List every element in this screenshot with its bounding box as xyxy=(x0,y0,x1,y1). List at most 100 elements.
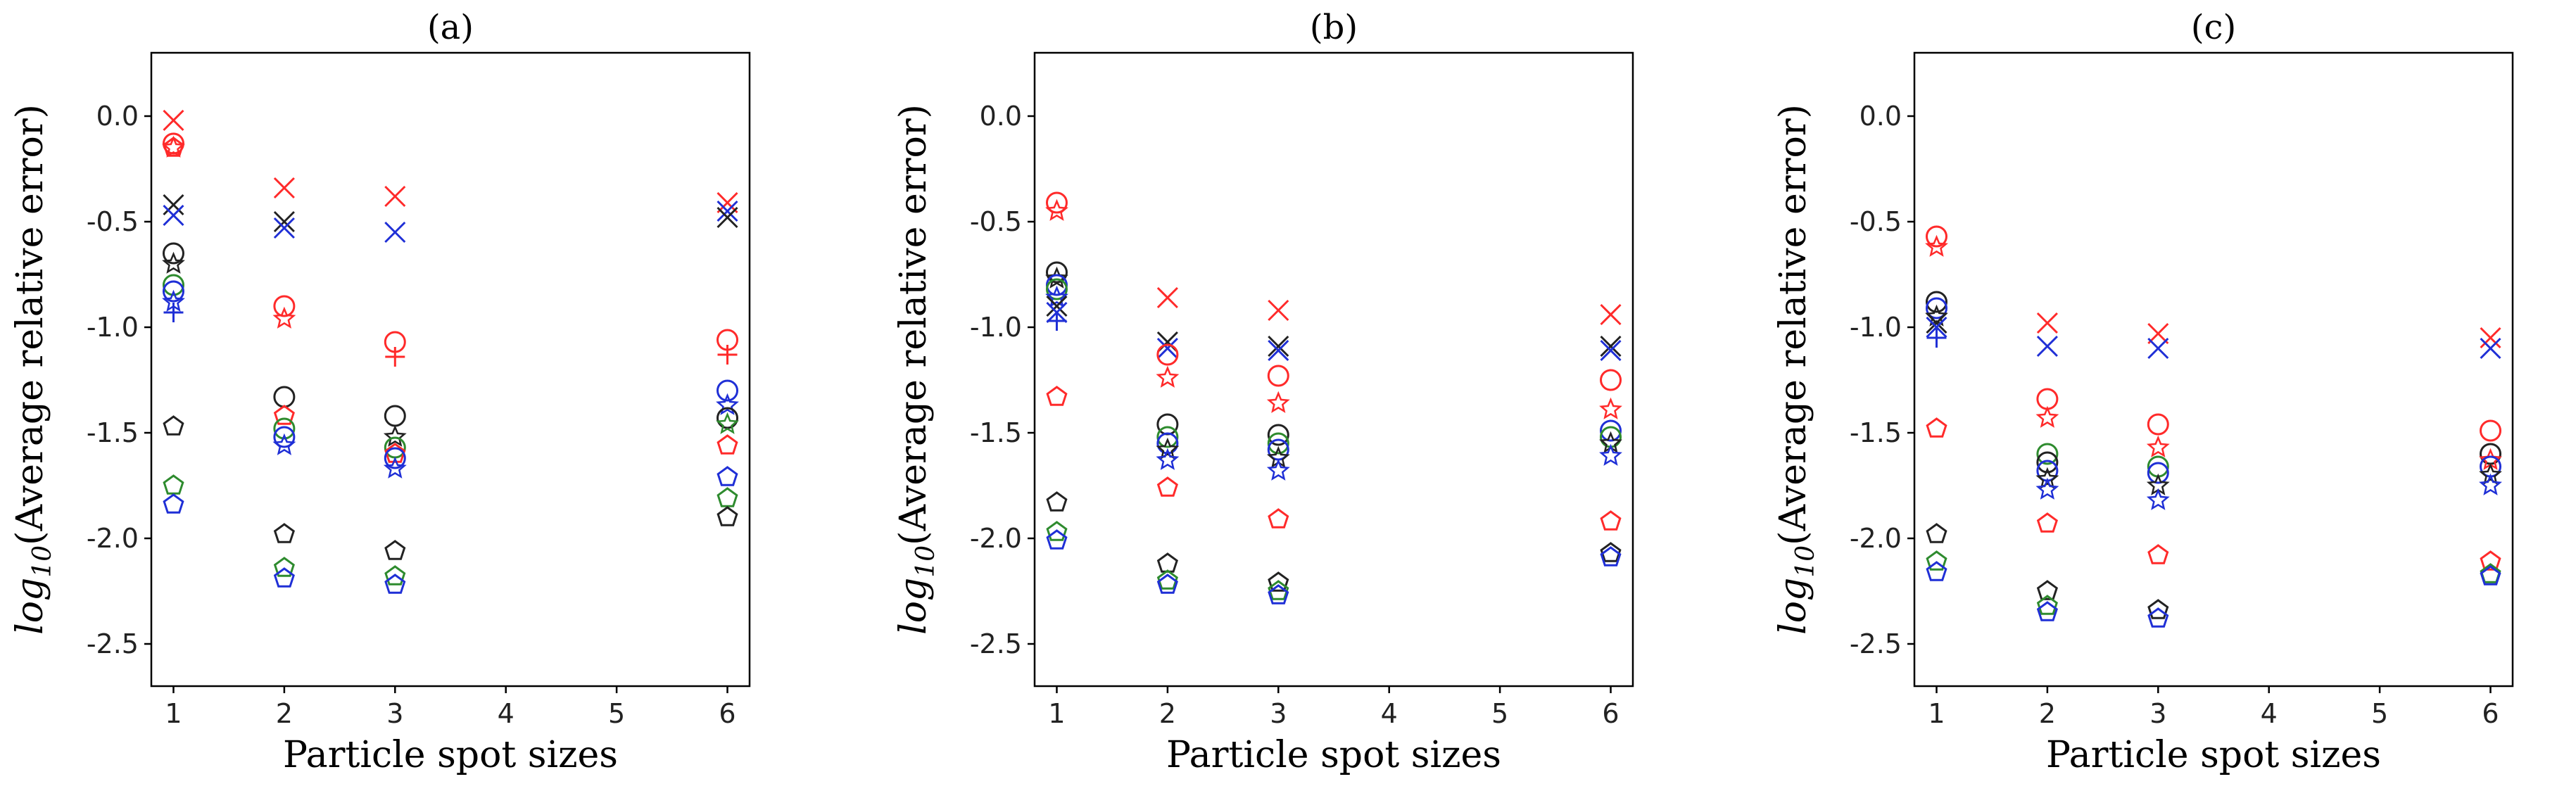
panel-c-xtick-label: 5 xyxy=(2371,698,2388,729)
panel-c-point-blue-pentagon xyxy=(2147,607,2169,628)
panel-b-ytick-label: -2.5 xyxy=(970,628,1022,659)
panel-c-y-label: log10(Average relative error) xyxy=(1772,104,1820,635)
panel-c-point-black-star xyxy=(2035,467,2059,489)
panel-a-point-blue-pentagon xyxy=(163,493,184,514)
panel-c-y-label-base: 10 xyxy=(1791,545,1820,578)
panel-b-point-green-pentagon xyxy=(1268,580,1289,600)
panel-a-point-green-pentagon xyxy=(384,565,406,586)
panel-a-point-red-star xyxy=(162,135,185,158)
panel-a-title: (a) xyxy=(427,8,474,47)
panel-c-ytick-label: -2.5 xyxy=(1850,628,1902,659)
panel-b-ytick-label: -1.0 xyxy=(970,312,1022,343)
panel-b-point-red-star xyxy=(1266,391,1290,413)
panel-a-point-red-pentagon xyxy=(384,443,406,463)
panel-b-point-red-star xyxy=(1156,365,1180,388)
panel-c-point-blue-pentagon xyxy=(2036,601,2058,621)
panel-c-point-black-circle xyxy=(1925,291,1947,313)
panel-b-point-blue-x-mark xyxy=(1156,337,1178,360)
panel-b-point-red-pentagon xyxy=(1156,476,1178,497)
panel-b-point-black-x-mark xyxy=(1600,335,1622,357)
panel-a-point-blue-circle xyxy=(162,280,184,303)
panel-b-point-blue-pentagon xyxy=(1046,529,1068,550)
panel-c-xtick-label: 1 xyxy=(1928,698,1945,729)
panel-a-ytick-label: -1.5 xyxy=(87,417,139,448)
panel-b-y-label: log10(Average relative error) xyxy=(892,104,940,635)
panel-c-y-label-log: log xyxy=(1772,578,1814,635)
panel-a-ytick-label: -1.0 xyxy=(87,312,139,343)
panel-a-y-label-text: (Average relative error) xyxy=(9,104,51,545)
panel-a-point-black-circle xyxy=(716,407,739,429)
panel-c-point-blue-circle xyxy=(1925,297,1947,319)
panel-c-point-red-pentagon xyxy=(1926,417,1947,438)
panel-a-point-green-star xyxy=(716,412,739,434)
panel-a-point-black-star xyxy=(383,424,407,447)
panel-c-y-label-text: (Average relative error) xyxy=(1772,104,1814,545)
panel-c-point-red-x-mark xyxy=(2480,327,2501,349)
panel-a-xtick-label: 1 xyxy=(165,698,182,729)
panel-c-point-black-circle xyxy=(2036,451,2059,474)
panel-b-point-red-pentagon xyxy=(1600,510,1622,531)
panel-b-point-red-x-mark xyxy=(1268,299,1289,322)
panel-a-point-red-plus xyxy=(717,345,738,365)
panel-c-xtick-label: 2 xyxy=(2039,698,2056,729)
panel-b-point-black-circle xyxy=(1267,424,1289,446)
panel-a-x-label: Particle spot sizes xyxy=(283,734,618,776)
panel-a-point-black-pentagon xyxy=(273,523,295,543)
panel-c-point-black-pentagon xyxy=(1926,523,1947,543)
panel-b-point-black-x-mark xyxy=(1268,335,1289,357)
panel-b-point-blue-pentagon xyxy=(1156,574,1178,594)
panel-a-point-blue-circle xyxy=(716,379,739,402)
panel-a-point-red-x-mark xyxy=(163,109,184,132)
panel-b-point-black-pentagon xyxy=(1268,571,1289,592)
panel-b-point-blue-plus xyxy=(1047,311,1067,331)
panel-a-point-black-pentagon xyxy=(716,506,738,526)
panel-c-point-red-circle xyxy=(1925,225,1947,248)
panel-a-point-blue-x-mark xyxy=(273,217,295,239)
panel-c-xtick-label: 3 xyxy=(2149,698,2166,729)
panel-b-point-blue-star xyxy=(1045,285,1068,308)
panel-c-xtick-label: 6 xyxy=(2482,698,2499,729)
panel-a-point-blue-pentagon xyxy=(716,466,738,486)
panel-a-point-black-star xyxy=(162,251,185,274)
panel-b-title: (b) xyxy=(1310,8,1358,47)
panel-a-point-blue-star xyxy=(383,456,407,479)
panel-a-point-green-circle xyxy=(273,417,296,440)
panel-b-xtick-label: 4 xyxy=(1381,698,1398,729)
panel-a-point-red-circle xyxy=(273,295,296,317)
panel-a-point-blue-plus xyxy=(163,303,184,322)
panel-a: (a) 0.0 -0.5 -1.0 -1.5 -2.0 -2.5 1 2 3 4 5 6 Parti… xyxy=(9,8,751,776)
panel-b-xtick-label: 5 xyxy=(1491,698,1508,729)
panel-a-point-red-x-mark xyxy=(716,191,738,214)
panel-c-title: (c) xyxy=(2191,8,2236,47)
panel-a-xtick-label: 4 xyxy=(498,698,514,729)
panel-c-point-red-x-mark xyxy=(2147,322,2169,345)
panel-b-point-blue-pentagon xyxy=(1268,584,1289,605)
panel-b-point-green-circle xyxy=(1045,278,1068,300)
panel-a-point-black-circle xyxy=(384,405,406,427)
panel-b-point-black-star xyxy=(1045,266,1068,289)
panel-b-point-red-circle xyxy=(1267,365,1289,387)
panel-a-y-axis: 0.0 -0.5 -1.0 -1.5 -2.0 -2.5 xyxy=(87,101,151,659)
panel-a-point-blue-x-mark xyxy=(384,221,406,243)
panel-b-point-blue-circle xyxy=(1600,419,1622,442)
panel-a-point-red-star xyxy=(272,306,296,329)
panel-c-point-red-pentagon xyxy=(2480,550,2501,571)
panel-c-points xyxy=(1925,225,2502,628)
panel-b-points xyxy=(1045,191,1622,605)
panel-a-point-blue-circle xyxy=(273,426,296,448)
panel-c-xtick-label: 4 xyxy=(2261,698,2278,729)
panel-c-point-blue-x-mark xyxy=(1926,316,1947,338)
panel-b-point-blue-pentagon xyxy=(1600,546,1622,567)
panel-c-point-red-star xyxy=(2035,405,2059,428)
panel-a-point-green-pentagon xyxy=(163,474,184,495)
panel-a-point-green-pentagon xyxy=(716,487,738,507)
panel-b-y-label-log: log xyxy=(892,578,935,635)
panel-a-point-black-pentagon xyxy=(163,415,184,436)
panel-c-ytick-label: 0.0 xyxy=(1860,101,1902,132)
panel-a-point-blue-star xyxy=(272,433,296,455)
panel-a-frame xyxy=(150,51,751,688)
panel-b-xtick-label: 3 xyxy=(1270,698,1287,729)
panel-b-point-black-star xyxy=(1599,431,1622,453)
panel-a-ytick-label: -0.5 xyxy=(87,206,139,237)
panel-b-xtick-label: 1 xyxy=(1048,698,1065,729)
